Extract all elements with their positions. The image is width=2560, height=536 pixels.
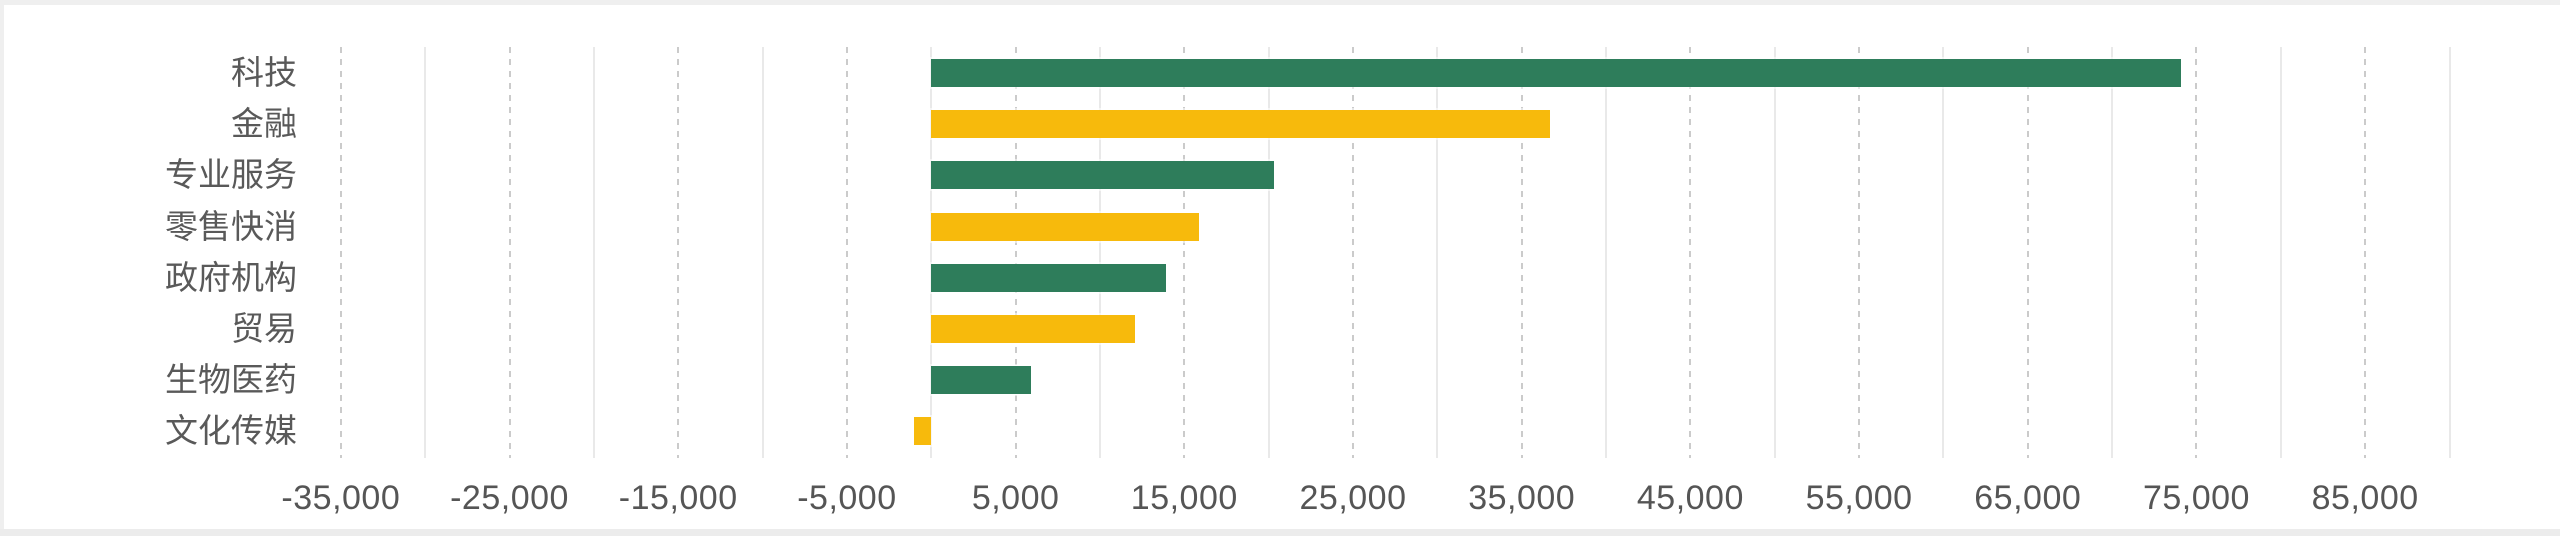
- major-gridline: [1689, 47, 1692, 458]
- minor-gridline: [1098, 47, 1101, 458]
- minor-gridline: [2448, 47, 2451, 458]
- x-tick-label: 85,000: [2311, 479, 2419, 517]
- minor-gridline: [1267, 47, 1270, 458]
- minor-gridline: [2279, 47, 2282, 458]
- major-gridline: [1183, 47, 1186, 458]
- category-label: 贸易: [231, 310, 297, 347]
- major-gridline: [2026, 47, 2029, 458]
- bar-5[interactable]: [929, 261, 1168, 294]
- category-label: 科技: [231, 54, 297, 91]
- minor-gridline: [1942, 47, 1945, 458]
- x-tick-label: -15,000: [618, 479, 738, 517]
- bar-3[interactable]: [929, 159, 1276, 192]
- window-edge-top: [0, 0, 2560, 5]
- category-label: 专业服务: [165, 156, 297, 194]
- bar-4[interactable]: [929, 210, 1202, 243]
- x-tick-label: 45,000: [1636, 479, 1744, 517]
- x-tick-label: 55,000: [1805, 479, 1913, 517]
- major-gridline: [339, 47, 342, 458]
- x-tick-label: -25,000: [450, 479, 569, 517]
- category-label: 生物医药: [165, 361, 297, 399]
- x-tick-label: 75,000: [2142, 479, 2250, 517]
- major-gridline: [677, 47, 680, 458]
- x-tick-label: 25,000: [1299, 479, 1407, 517]
- category-label: 零售快消: [165, 207, 297, 245]
- major-gridline: [2364, 47, 2367, 458]
- x-tick-label: -35,000: [281, 479, 401, 517]
- minor-gridline: [424, 47, 427, 458]
- minor-gridline: [1605, 47, 1608, 458]
- zero-axis-line: [930, 47, 933, 458]
- x-tick-label: 5,000: [971, 479, 1060, 517]
- x-tick-label: -5,000: [797, 479, 897, 517]
- window-edge-bottom: [0, 529, 2560, 536]
- minor-gridline: [1773, 47, 1776, 458]
- minor-gridline: [2111, 47, 2114, 458]
- x-tick-label: 65,000: [1974, 479, 2082, 517]
- minor-gridline: [592, 47, 595, 458]
- major-gridline: [508, 47, 511, 458]
- bar-2[interactable]: [929, 108, 1553, 141]
- bar-7[interactable]: [929, 364, 1033, 397]
- major-gridline: [1014, 47, 1017, 458]
- category-label: 文化传媒: [165, 412, 297, 450]
- category-label: 金融: [231, 105, 297, 143]
- bar-1[interactable]: [929, 57, 2184, 89]
- x-tick-label: 15,000: [1130, 479, 1238, 517]
- window-edge-left: [0, 0, 4, 536]
- bar-8[interactable]: [912, 415, 934, 448]
- minor-gridline: [1436, 47, 1439, 458]
- category-label: 政府机构: [165, 258, 297, 296]
- x-tick-label: 35,000: [1468, 479, 1576, 517]
- major-gridline: [2195, 47, 2198, 458]
- minor-gridline: [761, 47, 764, 458]
- major-gridline: [1352, 47, 1354, 458]
- major-gridline: [845, 47, 848, 458]
- bar-6[interactable]: [929, 313, 1138, 345]
- major-gridline: [1858, 47, 1861, 458]
- major-gridline: [1520, 47, 1523, 458]
